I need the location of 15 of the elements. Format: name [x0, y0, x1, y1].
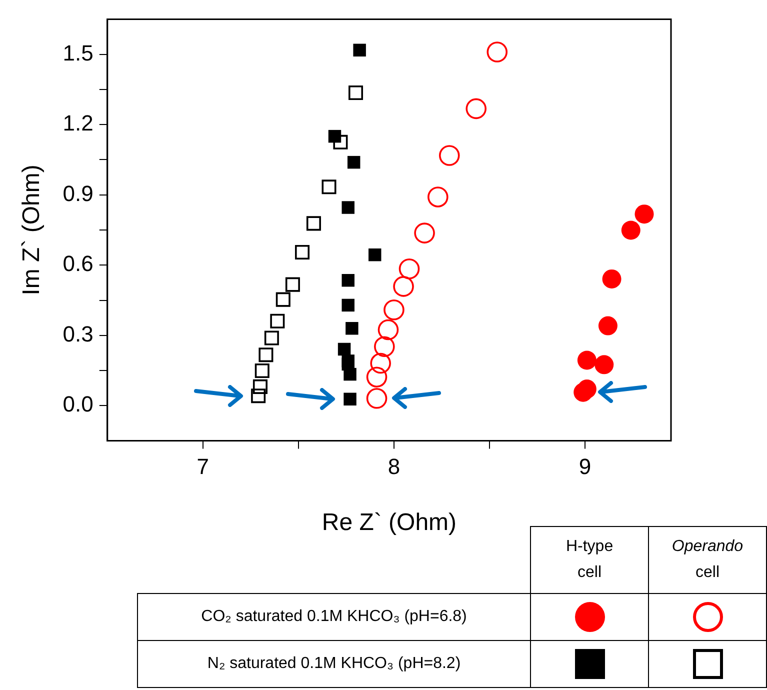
y-axis-title: Im Z` (Ohm) [18, 164, 46, 296]
text: N₂ saturated 0.1M KHCO₃ (pH=8.2) [138, 640, 531, 688]
x-tick-label: 9 [578, 454, 592, 480]
x-tick-label: 8 [388, 454, 400, 480]
y-tick-label: 0.3 [62, 321, 94, 346]
text: Operando cell [670, 537, 744, 583]
y-tick-label: 1.2 [62, 110, 94, 136]
y-tick-label: 0.9 [62, 180, 94, 206]
text: H-type cell [564, 537, 614, 583]
y-tick-label: 0.0 [62, 392, 94, 417]
y-tick-label: 0.6 [62, 251, 94, 276]
text: CO₂ saturated 0.1M KHCO₃ (pH=6.8) [138, 594, 531, 640]
x-tick-label: 7 [196, 454, 210, 480]
x-axis-title: Re Z` (Ohm) [322, 509, 457, 536]
y-tick-label: 1.5 [62, 40, 94, 66]
